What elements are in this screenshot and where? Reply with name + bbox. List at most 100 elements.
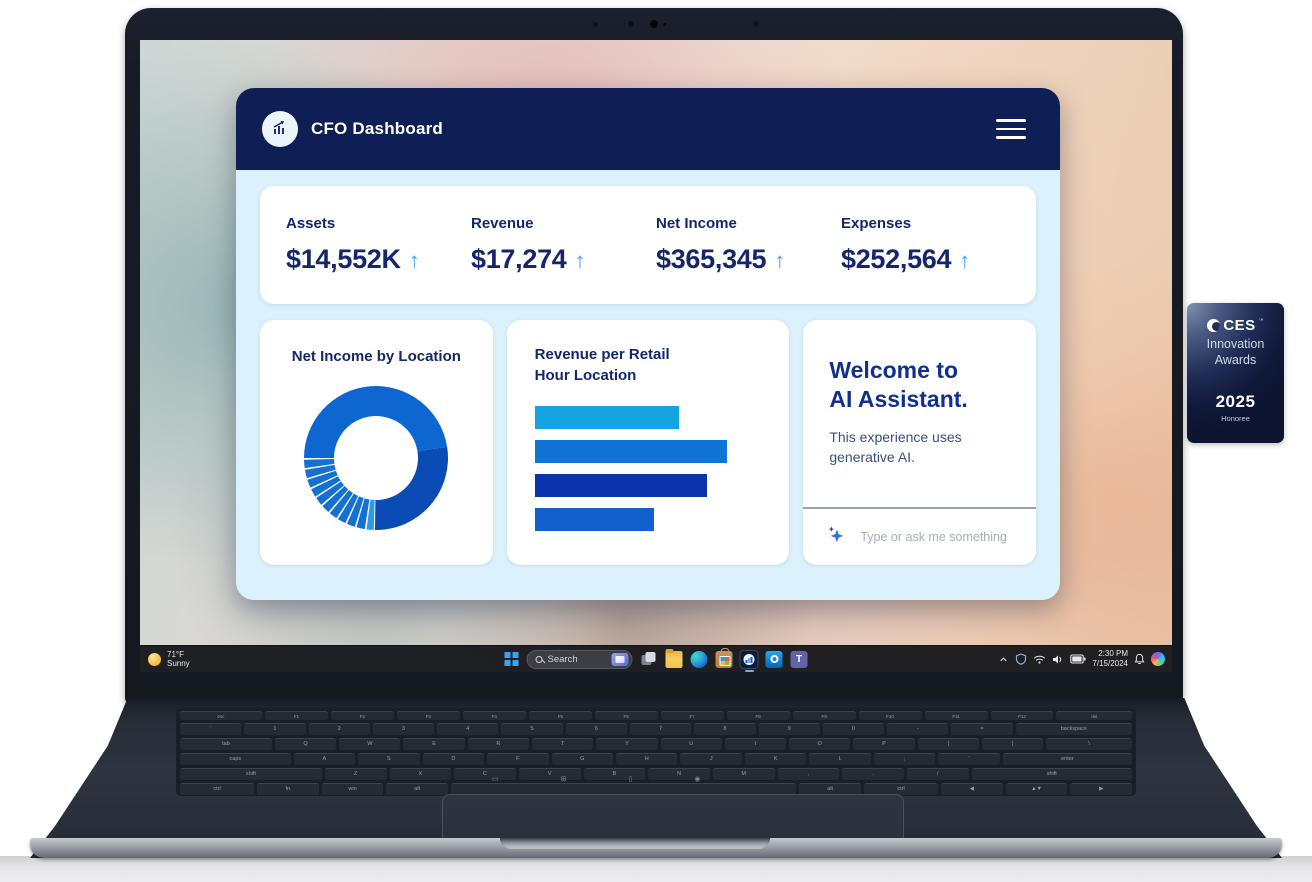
cfo-dashboard-app-icon[interactable] — [739, 649, 759, 672]
taskbar-clock[interactable]: 2:30 PM 7/15/2024 — [1092, 649, 1128, 668]
key-K: K — [744, 752, 807, 765]
key-F: F — [487, 752, 549, 765]
ai-assistant-description: This experience uses generative AI. — [829, 428, 962, 465]
cfo-dashboard-logo-icon — [262, 111, 298, 147]
net-income-by-location-card: Net Income by Location — [260, 320, 493, 565]
kpi-net-income: Net Income $365,345 ↑ — [656, 215, 841, 275]
laptop-keyboard: esc F1 F2 F3 F4 F5 F6 F7 F8 F9 F10 F11 F12 del ` 1 2 3 4 5 6… — [176, 708, 1136, 796]
key-2: 2 — [308, 722, 370, 735]
ces-line2: Awards — [1214, 352, 1257, 367]
key-G: G — [551, 752, 613, 765]
ces-logo-icon — [1207, 319, 1221, 332]
dashboard-cards-row: Net Income by Location Revenue per Retai… — [260, 320, 1037, 565]
key-H: H — [616, 752, 678, 765]
ai-prompt-input[interactable]: Type or ask me something — [803, 509, 1036, 565]
key-N: N — [648, 767, 710, 780]
kpi-summary-card: Assets $14,552K ↑ Revenue $17,274 ↑ Net Income… — [260, 186, 1036, 304]
windows-taskbar: 71°F Sunny Search — [140, 645, 1172, 672]
key-/: / — [906, 767, 969, 780]
key-F9: F9 — [792, 711, 856, 720]
bar — [534, 474, 708, 497]
key-0: 0 — [822, 722, 885, 735]
teams-icon[interactable]: T — [790, 650, 808, 668]
volume-icon[interactable] — [1052, 654, 1064, 665]
active-app-indicator — [744, 669, 754, 672]
key-space — [451, 782, 797, 795]
donut-chart-title: Net Income by Location — [291, 348, 461, 365]
key-D: D — [422, 752, 485, 765]
key-S: S — [358, 752, 420, 765]
donut-slice — [338, 493, 359, 524]
hamburger-menu-icon[interactable] — [996, 119, 1026, 139]
notification-bell-icon[interactable] — [1134, 653, 1145, 665]
task-view-button[interactable] — [641, 651, 658, 668]
tray-date: 7/15/2024 — [1092, 659, 1128, 668]
file-explorer-icon[interactable] — [665, 648, 683, 668]
ai-input-placeholder: Type or ask me something — [860, 530, 1007, 544]
taskbar-search-box[interactable]: Search — [526, 649, 633, 669]
key-▶: ▶ — [1070, 782, 1133, 795]
key-win: win — [321, 782, 384, 795]
key-M: M — [712, 767, 775, 780]
chevron-up-icon[interactable] — [998, 654, 1009, 665]
key-del: del — [1056, 711, 1133, 720]
donut-slice — [311, 476, 341, 497]
key-shift: shift — [971, 767, 1132, 780]
key-alt: alt — [386, 782, 449, 795]
key-F6: F6 — [594, 711, 658, 720]
kpi-value: $365,345 — [656, 244, 767, 274]
sensor-dot-right — [753, 21, 759, 27]
donut-slice — [304, 459, 335, 469]
key-F8: F8 — [726, 711, 790, 720]
key-`: ` — [180, 722, 242, 735]
donut-slice — [375, 446, 449, 530]
key-▲▼: ▲▼ — [1005, 782, 1068, 795]
outlook-icon[interactable] — [765, 650, 783, 668]
battery-icon[interactable] — [1070, 654, 1087, 664]
key-tab: tab — [180, 737, 272, 750]
ai-assistant-intro: Welcome to AI Assistant. This experience… — [803, 320, 1036, 507]
bar — [534, 508, 654, 531]
ces-innovation-award-badge: CES ™ Innovation Awards 2025 Honoree — [1187, 303, 1284, 443]
kpi-label: Expenses — [841, 215, 912, 232]
mark-glyph: ◉ — [694, 776, 701, 783]
donut-slice — [347, 496, 364, 527]
key-R: R — [467, 737, 530, 750]
key-O: O — [789, 737, 851, 750]
kpi-value: $14,552K — [286, 244, 401, 274]
wifi-icon[interactable] — [1033, 654, 1046, 665]
key-enter: enter — [1002, 752, 1132, 765]
key-\: \ — [1046, 737, 1133, 750]
palmrest-marks: ▭ ⊞ ▯ ◉ — [492, 775, 700, 783]
taskbar-weather-widget[interactable]: 71°F Sunny — [148, 650, 190, 668]
weather-temp: 71°F — [167, 649, 184, 659]
bing-search-icon — [611, 652, 629, 666]
key-1: 1 — [244, 722, 306, 735]
edge-browser-icon[interactable] — [690, 650, 708, 668]
start-button[interactable] — [504, 652, 519, 666]
key-7: 7 — [629, 722, 692, 735]
bar — [534, 440, 727, 463]
bar-chart-title: Revenue per Retail Hour Location — [534, 346, 670, 384]
ces-honoree: Honoree — [1221, 414, 1250, 424]
key-[: [ — [917, 737, 979, 750]
microsoft-store-icon[interactable] — [715, 647, 733, 668]
bar-chart — [534, 406, 727, 531]
key-Q: Q — [274, 737, 337, 750]
kpi-revenue: Revenue $17,274 ↑ — [471, 215, 656, 275]
key-alt: alt — [799, 782, 862, 795]
kpi-label: Revenue — [471, 215, 534, 232]
app-title: CFO Dashboard — [311, 119, 444, 138]
key-5: 5 — [501, 722, 563, 735]
app-body: Assets $14,552K ↑ Revenue $17,274 ↑ Net Income… — [236, 170, 1060, 600]
key-X: X — [389, 767, 452, 780]
security-shield-icon[interactable] — [1015, 653, 1027, 665]
key-esc: esc — [180, 711, 262, 720]
key-E: E — [403, 737, 465, 750]
copilot-icon[interactable] — [1151, 652, 1165, 666]
key-4: 4 — [437, 722, 499, 735]
donut-slice — [322, 486, 349, 513]
revenue-per-retail-hour-card: Revenue per Retail Hour Location — [506, 320, 790, 565]
laptop-front-edge — [30, 838, 1282, 858]
desk-surface — [0, 856, 1312, 882]
